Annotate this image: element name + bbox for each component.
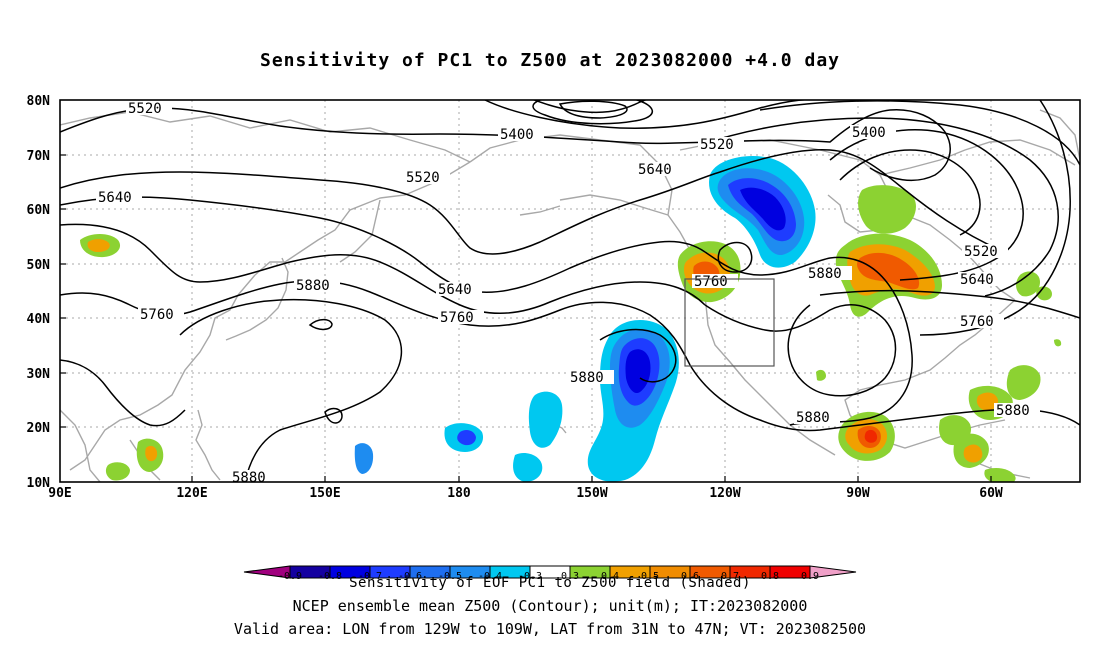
longitude-labels: 90E 120E 150E 180 150W 120W 90W 60W [48, 486, 1003, 501]
valid-area-caption: Valid area: LON from 129W to 109W, LAT f… [233, 620, 867, 638]
lat-label: 30N [27, 367, 51, 382]
colorbar-segment [809, 565, 857, 579]
colorbar-tick-label: 0.6 [681, 571, 699, 582]
lon-label: 120E [176, 486, 207, 501]
colorbar-tick-label: -0.3 [518, 571, 542, 582]
colorbar-tick-label: 0.7 [721, 571, 739, 582]
contour-label: 5520 [406, 170, 440, 186]
contour-label: 5400 [500, 127, 534, 143]
colorbar-tick-label: 0.5 [641, 571, 659, 582]
lon-label: 150E [309, 486, 340, 501]
contour-label: 5880 [232, 470, 266, 486]
lon-label: 120W [709, 486, 740, 501]
lat-label: 20N [27, 421, 51, 436]
latitude-labels: 80N 70N 60N 50N 40N 30N 20N 10N [27, 94, 51, 491]
lon-label: 90W [846, 486, 870, 501]
lat-label: 70N [27, 149, 51, 164]
colorbar: -0.9 -0.8 -0.7 -0.6 -0.5 -0.4 -0.3 0.3 0.4 0.5 0.6… [243, 565, 857, 582]
lat-label: 80N [27, 94, 51, 109]
contour-label: 5520 [128, 101, 162, 117]
colorbar-tick-label: -0.8 [318, 571, 342, 582]
lat-label: 50N [27, 258, 51, 273]
contour-label: 5640 [438, 282, 472, 298]
contour-label: 5640 [638, 162, 672, 178]
valid-area-box [684, 278, 775, 367]
contour-labels: 5520 5400 5520 5400 5520 5640 5640 5520 … [96, 101, 1040, 486]
lon-label: 90E [48, 486, 71, 501]
contour-label: 5640 [960, 272, 994, 288]
contour-label: 5640 [98, 190, 132, 206]
lat-label: 10N [27, 476, 51, 491]
contour-label: 5880 [996, 403, 1030, 419]
sensitivity-shading-positive [80, 185, 1062, 482]
contour-label: 5880 [808, 266, 842, 282]
contour-label: 5400 [852, 125, 886, 141]
lon-label: 150W [576, 486, 607, 501]
colorbar-tick-label: -0.6 [398, 571, 422, 582]
contour-label: 5520 [700, 137, 734, 153]
contour-label: 5760 [694, 274, 728, 290]
lat-label: 60N [27, 203, 51, 218]
colorbar-tick-label: -0.9 [278, 571, 302, 582]
map-frame [59, 99, 1081, 483]
colorbar-tick-label: 0.4 [601, 571, 619, 582]
contour-label: 5880 [796, 410, 830, 426]
contour-label: 5880 [570, 370, 604, 386]
contour-label: 5760 [960, 314, 994, 330]
lon-label: 180 [447, 486, 471, 501]
contour-caption: NCEP ensemble mean Z500 (Contour); unit(… [292, 597, 808, 615]
figure-title: Sensitivity of PC1 to Z500 at 2023082000… [259, 50, 840, 71]
colorbar-tick-label: -0.7 [358, 571, 382, 582]
colorbar-caption: Sensitivity of EOF PC1 to Z500 field (Sh… [349, 575, 751, 591]
colorbar-tick-label: 0.8 [761, 571, 779, 582]
colorbar-tick-label: 0.9 [801, 571, 819, 582]
axis-ticks [60, 154, 992, 482]
sensitivity-shading-negative [354, 155, 816, 482]
contour-label: 5520 [964, 244, 998, 260]
contour-label: 5760 [440, 310, 474, 326]
colorbar-tick-label: -0.5 [438, 571, 462, 582]
lon-label: 60W [979, 486, 1003, 501]
colorbar-tick-label: -0.4 [478, 571, 502, 582]
contour-label: 5760 [140, 307, 174, 323]
contour-label: 5880 [296, 278, 330, 294]
lat-label: 40N [27, 312, 51, 327]
colorbar-tick-label: 0.3 [561, 571, 579, 582]
